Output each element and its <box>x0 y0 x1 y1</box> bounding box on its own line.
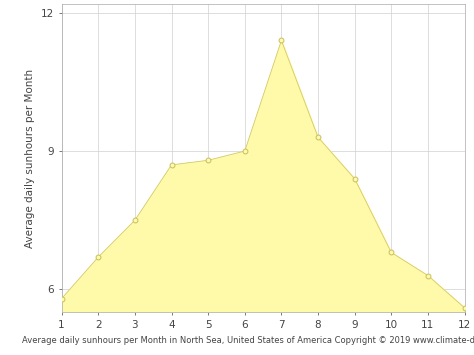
Y-axis label: Average daily sunhours per Month: Average daily sunhours per Month <box>25 69 35 247</box>
X-axis label: Average daily sunhours per Month in North Sea, United States of America Copyrigh: Average daily sunhours per Month in Nort… <box>22 335 474 345</box>
